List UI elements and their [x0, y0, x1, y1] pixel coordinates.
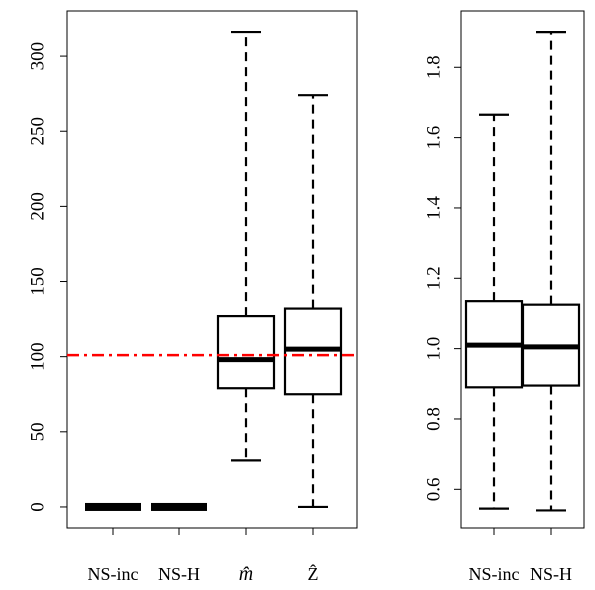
x-category-label: NS-H — [158, 564, 200, 584]
plot-frame — [66, 10, 358, 529]
box-m- — [216, 30, 276, 462]
left-boxplot-panel: 0 50 100 150 200 250 300 NS-inc NS-H m̂ Ẑ — [28, 10, 358, 585]
box-ns-inc — [464, 113, 524, 510]
y-tick-label: 200 — [28, 192, 49, 221]
box-- — [283, 94, 343, 509]
y-tick-label: 100 — [28, 342, 49, 371]
y-tick-label: 150 — [28, 267, 49, 296]
y-tick-label: 0 — [28, 502, 49, 512]
y-tick-label: 0.8 — [424, 407, 445, 431]
x-category-label: NS-H — [530, 564, 572, 584]
y-tick-label: 50 — [28, 422, 49, 441]
y-tick-label: 250 — [28, 117, 49, 146]
plot-frame — [460, 10, 585, 529]
right-boxplot-panel: 0.6 0.8 1.0 1.2 1.4 1.6 1.8 NS-inc NS-H — [424, 10, 585, 584]
y-tick-label: 0.6 — [424, 477, 445, 501]
y-tick-label: 1.0 — [424, 337, 445, 361]
x-category-label: m̂ — [239, 563, 253, 585]
box-collapsed — [85, 502, 141, 511]
y-tick-label: 300 — [28, 42, 49, 70]
box-ns-inc — [85, 502, 141, 511]
y-tick-label: 1.2 — [424, 266, 445, 290]
box-ns-h — [521, 31, 581, 512]
y-tick-label: 1.8 — [424, 55, 445, 79]
box-ns-h — [151, 502, 207, 511]
x-category-label: NS-inc — [469, 564, 520, 584]
box-collapsed — [151, 502, 207, 511]
y-tick-label: 1.4 — [424, 196, 445, 220]
y-tick-label: 1.6 — [424, 126, 445, 150]
x-category-label: NS-inc — [88, 564, 139, 584]
box-iqr — [216, 314, 276, 390]
x-category-label: Ẑ — [308, 563, 319, 584]
